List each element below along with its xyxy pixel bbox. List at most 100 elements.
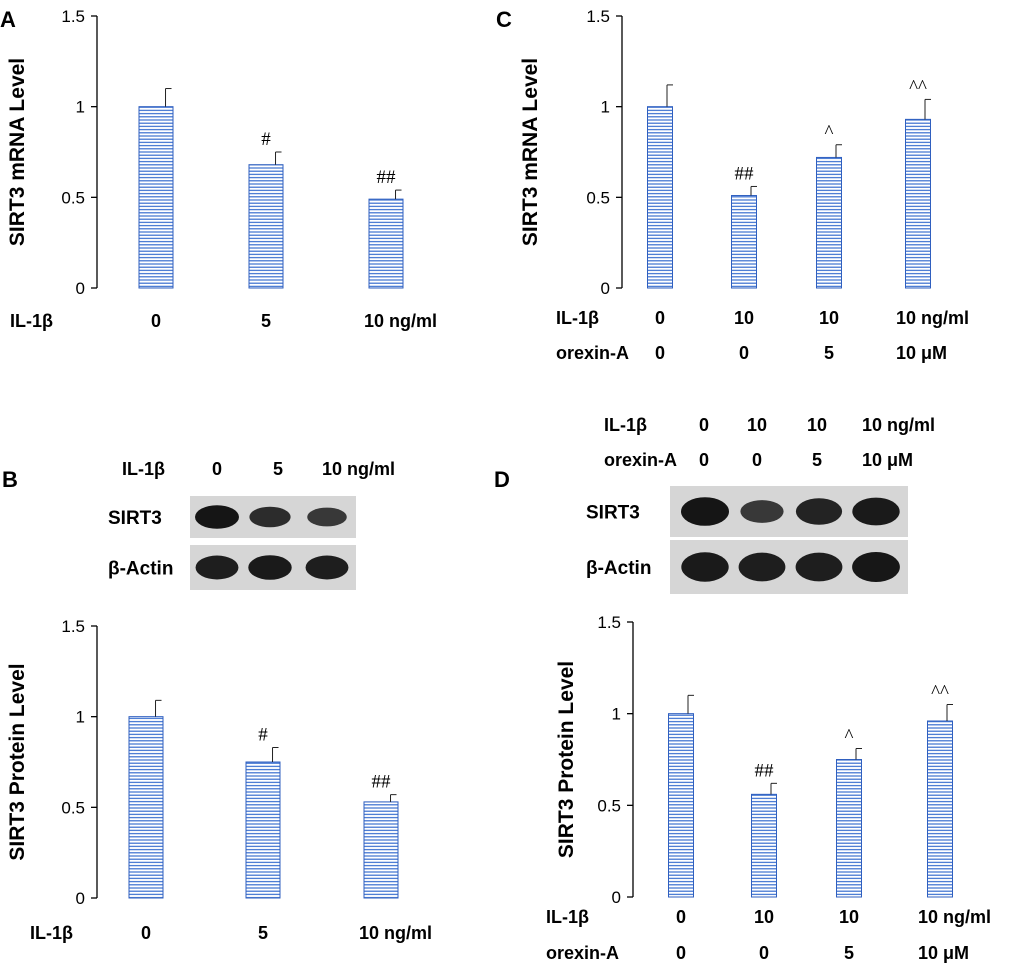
blot-header-label: IL-1β: [122, 459, 165, 479]
bar: [731, 195, 757, 289]
blot-band: [249, 506, 291, 528]
x-category-label: 5: [261, 311, 271, 331]
x-category-label: 0: [676, 943, 686, 963]
y-axis-label: SIRT3 Protein Level: [6, 663, 29, 860]
blot-header-cat: 0: [699, 450, 709, 470]
blot-band-label: β-Actin: [108, 559, 173, 580]
panel-letter-a: A: [0, 7, 16, 32]
x-category-label: 0: [759, 943, 769, 963]
significance-mark: #: [261, 129, 271, 150]
y-axis-label: SIRT3 mRNA Level: [6, 58, 29, 246]
blot-band: [681, 497, 729, 526]
blot-band: [852, 497, 900, 526]
panel-letter-d: D: [494, 467, 510, 492]
row-label: IL-1β: [546, 907, 589, 927]
blot-header-cat: 5: [812, 450, 822, 470]
significance-mark: ##: [372, 772, 392, 793]
blot-band: [795, 498, 843, 525]
y-tick-label: 0.5: [597, 796, 621, 815]
significance-mark: ^^: [931, 682, 949, 703]
blot-header-cat: 0: [699, 415, 709, 435]
bar: [668, 713, 694, 898]
y-tick-label: 1: [76, 708, 85, 727]
blot-band: [740, 500, 784, 523]
blot-header-cat: 10 μM: [862, 450, 913, 470]
x-category-label: 10 ng/ml: [896, 308, 969, 328]
significance-mark: ^: [845, 726, 854, 747]
x-category-label: 5: [824, 343, 834, 363]
blot-header-cat: 10 ng/ml: [322, 459, 395, 479]
bar: [368, 198, 404, 289]
x-category-label: 10: [819, 308, 839, 328]
blot-band: [795, 552, 843, 582]
row-label: IL-1β: [30, 923, 73, 943]
row-label: IL-1β: [10, 311, 53, 331]
x-category-label: 10 μM: [918, 943, 969, 963]
y-tick-label: 0: [76, 889, 85, 908]
bar: [138, 106, 174, 289]
blot-band: [681, 552, 729, 582]
blot-header-cat: 0: [212, 459, 222, 479]
blot-band: [738, 552, 786, 582]
significance-mark: ^: [825, 122, 834, 143]
blot-header-cat: 5: [273, 459, 283, 479]
significance-mark: ##: [755, 760, 775, 781]
x-category-label: 10: [754, 907, 774, 927]
row-label: orexin-A: [556, 343, 629, 363]
x-category-label: 0: [739, 343, 749, 363]
x-category-label: 0: [655, 308, 665, 328]
y-tick-label: 0: [601, 279, 610, 298]
x-category-label: 10 ng/ml: [918, 907, 991, 927]
blot-band: [195, 555, 239, 580]
blot-band: [305, 555, 349, 580]
x-category-label: 10: [734, 308, 754, 328]
bar: [128, 716, 164, 899]
bar: [836, 759, 862, 898]
blot-band: [307, 507, 347, 527]
row-label: IL-1β: [556, 308, 599, 328]
y-tick-label: 1: [76, 98, 85, 117]
blot-band-label: SIRT3: [108, 508, 162, 529]
x-category-label: 5: [844, 943, 854, 963]
bar: [816, 156, 842, 289]
x-category-label: 0: [655, 343, 665, 363]
significance-mark: ^^: [909, 76, 927, 97]
x-category-label: 10: [839, 907, 859, 927]
bar: [751, 793, 777, 898]
row-label: orexin-A: [546, 943, 619, 963]
panel-letter-b: B: [2, 467, 18, 492]
significance-mark: ##: [735, 163, 755, 184]
bar: [647, 106, 673, 289]
significance-mark: #: [258, 724, 268, 745]
blot-header-cat: 10: [807, 415, 827, 435]
blot-header-cat: 10: [747, 415, 767, 435]
x-category-label: 10 ng/ml: [364, 311, 437, 331]
y-tick-label: 1: [601, 98, 610, 117]
blot-header-cat: 0: [752, 450, 762, 470]
y-tick-label: 0: [612, 888, 621, 907]
x-category-label: 10 μM: [896, 343, 947, 363]
x-category-label: 5: [258, 923, 268, 943]
y-tick-label: 1: [612, 705, 621, 724]
bar: [248, 164, 284, 289]
blot-band: [195, 505, 239, 529]
blot-header-cat: 10 ng/ml: [862, 415, 935, 435]
y-tick-label: 0.5: [586, 188, 610, 207]
y-tick-label: 0: [76, 279, 85, 298]
x-category-label: 10 ng/ml: [359, 923, 432, 943]
blot-band-label: β-Actin: [586, 558, 651, 579]
y-tick-label: 1.5: [597, 613, 621, 632]
y-axis-label: SIRT3 Protein Level: [555, 661, 578, 858]
y-tick-label: 1.5: [586, 7, 610, 26]
panel-letter-c: C: [496, 7, 512, 32]
x-category-label: 0: [141, 923, 151, 943]
y-tick-label: 1.5: [61, 7, 85, 26]
blot-band-label: SIRT3: [586, 503, 640, 524]
blot-header-label: orexin-A: [604, 450, 677, 470]
x-category-label: 0: [676, 907, 686, 927]
y-tick-label: 1.5: [61, 617, 85, 636]
blot-header-label: IL-1β: [604, 415, 647, 435]
bar: [245, 761, 281, 899]
bar: [905, 118, 931, 289]
